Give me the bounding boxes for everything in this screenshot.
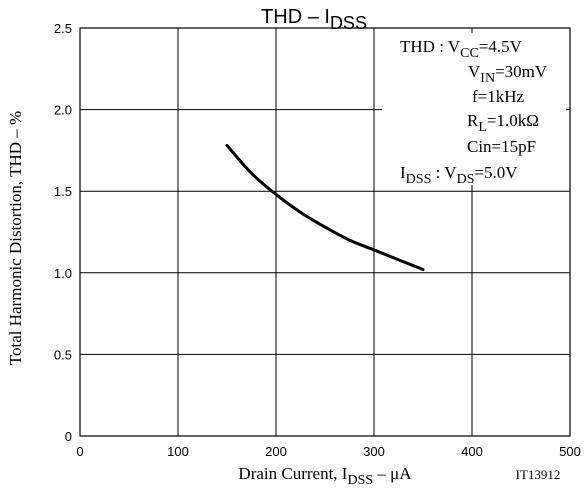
condition-line-2: VIN=30mV [468,62,548,86]
condition-4-sub: L [478,120,487,135]
y-axis-label: Total Harmonic Distortion, THD – % [6,111,25,365]
condition-6-sub2: DS [457,172,475,187]
x-tick-label: 300 [363,444,385,459]
x-tick-label: 400 [461,444,483,459]
y-tick-label: 0 [65,429,72,444]
condition-line-1: THD : VCC=4.5V [400,37,523,61]
condition-2-sub: IN [480,71,495,86]
x-axis-label-pre: Drain Current, I [238,464,347,483]
condition-1-post: =4.5V [479,37,523,56]
condition-6-sub: DSS [406,172,432,187]
y-tick-label: 1.5 [54,184,72,199]
x-axis-label: Drain Current, IDSS – μA [238,464,412,488]
y-tick-label: 2.0 [54,103,72,118]
y-tick-label: 2.5 [54,21,72,36]
condition-line-4: RL=1.0kΩ [467,111,539,135]
condition-6-pre: I [400,163,406,182]
condition-2-post: =30mV [495,62,548,81]
condition-line-5: Cin=15pF [467,137,536,156]
x-axis-label-sub: DSS [347,473,373,488]
condition-line-6: IDSS : VDS=5.0V [400,163,518,187]
y-tick-label: 1.0 [54,266,72,281]
x-axis-label-post: – μA [373,464,412,483]
plot-frame [79,27,571,437]
condition-1-sub: CC [460,46,479,61]
condition-6-post: : V [431,163,457,182]
axis-ticks: 0 100 200 300 400 500 0 0.5 1.0 1.5 2.0 2.5 [54,21,581,459]
condition-4-pre: R [467,111,479,130]
conditions-box: THD : VCC=4.5V VIN=30mV f=1kHz RL=1.0kΩ … [382,33,566,187]
conditions-background [382,33,566,185]
y-tick-label: 0.5 [54,347,72,362]
x-tick-label: 500 [559,444,581,459]
chart-title-main: THD – I [261,6,330,28]
series-line [225,144,425,272]
condition-6-post2: =5.0V [474,163,518,182]
chart-title-sub: DSS [330,13,367,33]
condition-4-post: =1.0kΩ [487,111,539,130]
x-tick-label: 200 [265,444,287,459]
condition-1-pre: THD : V [400,37,461,56]
data-series [225,144,425,272]
x-tick-label: 0 [76,444,83,459]
condition-line-3: f=1kHz [472,87,525,106]
condition-2-pre: V [468,62,481,81]
x-tick-label: 100 [167,444,189,459]
figure-id: IT13912 [516,467,561,482]
chart-title: THD – IDSS [261,6,367,33]
